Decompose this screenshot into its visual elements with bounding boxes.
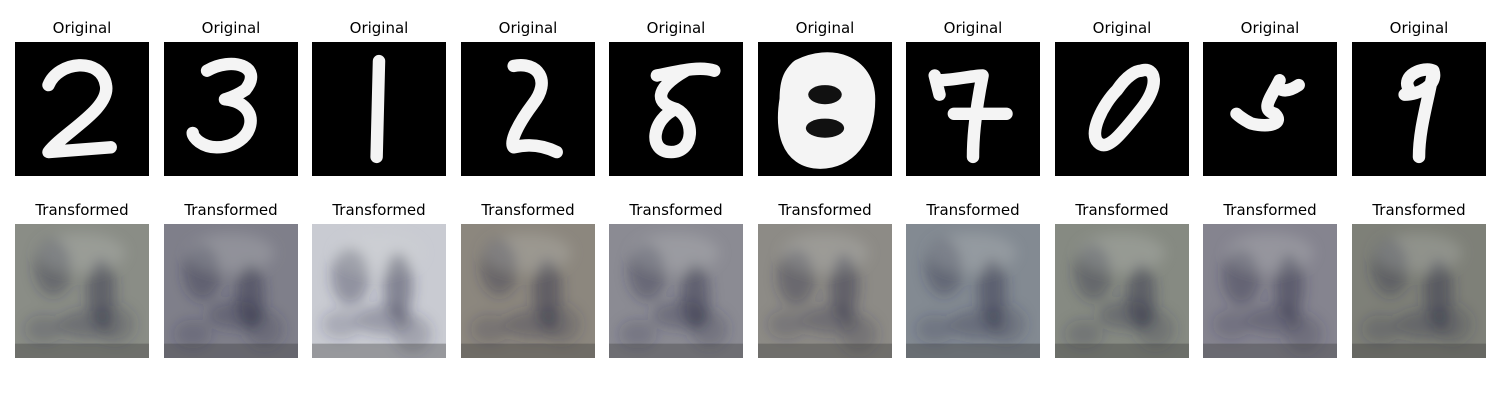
transformed-title: Transformed	[1223, 201, 1317, 219]
original-digit-image	[312, 42, 446, 176]
original-digit-image	[15, 42, 149, 176]
transformed-title: Transformed	[332, 201, 426, 219]
original-digit-image	[758, 42, 892, 176]
transformed-digit-image	[609, 224, 743, 358]
original-digit-image	[164, 42, 298, 176]
original-digit-image	[1203, 42, 1337, 176]
original-digit-image	[1352, 42, 1486, 176]
transformed-digit-image	[15, 224, 149, 358]
transformed-digit-image	[1055, 224, 1189, 358]
transformed-digit-image	[758, 224, 892, 358]
transformed-title: Transformed	[778, 201, 872, 219]
transformed-digit-image	[1203, 224, 1337, 358]
original-title: Original	[349, 19, 409, 37]
original-title: Original	[1240, 19, 1300, 37]
transformed-digit-image	[164, 224, 298, 358]
transformed-title: Transformed	[629, 201, 723, 219]
transformed-title: Transformed	[926, 201, 1020, 219]
original-title: Original	[52, 19, 112, 37]
original-title: Original	[1092, 19, 1152, 37]
transformed-title: Transformed	[1372, 201, 1466, 219]
transformed-title: Transformed	[481, 201, 575, 219]
original-title: Original	[201, 19, 261, 37]
original-title: Original	[1389, 19, 1449, 37]
original-digit-image	[906, 42, 1040, 176]
original-title: Original	[795, 19, 855, 37]
original-title: Original	[646, 19, 706, 37]
transformed-title: Transformed	[35, 201, 129, 219]
original-digit-image	[1055, 42, 1189, 176]
transformed-title: Transformed	[1075, 201, 1169, 219]
original-digit-image	[609, 42, 743, 176]
original-title: Original	[943, 19, 1003, 37]
transformed-title: Transformed	[184, 201, 278, 219]
transformed-digit-image	[461, 224, 595, 358]
transformed-digit-image	[312, 224, 446, 358]
transformed-digit-image	[906, 224, 1040, 358]
original-digit-image	[461, 42, 595, 176]
original-title: Original	[498, 19, 558, 37]
transformed-digit-image	[1352, 224, 1486, 358]
